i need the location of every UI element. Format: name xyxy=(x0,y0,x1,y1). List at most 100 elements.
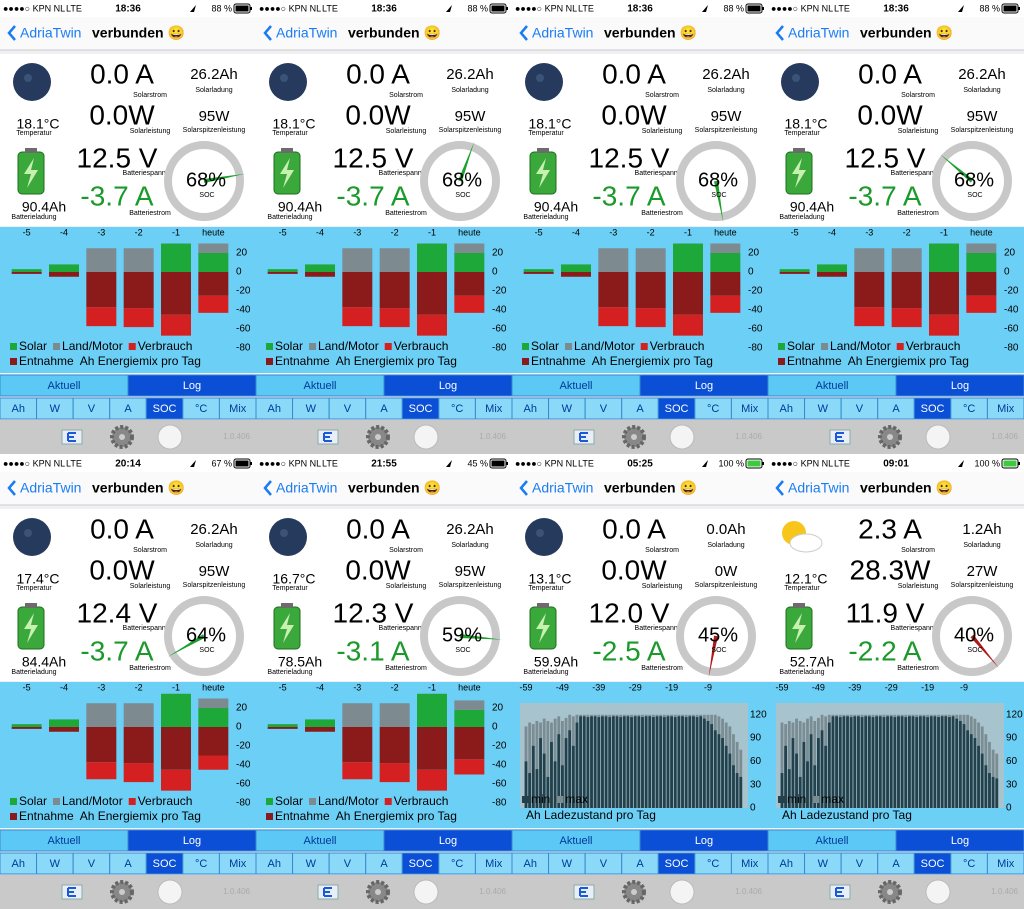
unit-label[interactable]: Ah xyxy=(524,858,537,870)
unit-label[interactable]: W xyxy=(818,858,829,870)
unit-label[interactable]: V xyxy=(88,858,96,870)
back-button[interactable]: AdriaTwin xyxy=(788,25,849,41)
back-chevron[interactable] xyxy=(263,480,272,496)
back-chevron[interactable] xyxy=(775,480,784,496)
unit-label[interactable]: Mix xyxy=(229,858,247,870)
back-chevron[interactable] xyxy=(7,25,16,41)
unit-label[interactable]: °C xyxy=(963,858,975,870)
tab-label[interactable]: Aktuell xyxy=(815,380,848,392)
unit-label[interactable]: Mix xyxy=(741,403,759,415)
unit-label[interactable]: °C xyxy=(451,403,463,415)
unit-label[interactable]: SOC xyxy=(409,858,433,870)
unit-label[interactable]: W xyxy=(306,403,317,415)
back-button[interactable]: AdriaTwin xyxy=(276,25,337,41)
unit-button[interactable] xyxy=(986,852,1024,875)
unit-label[interactable]: Ah xyxy=(780,858,793,870)
unit-label[interactable]: W xyxy=(306,858,317,870)
unit-label[interactable]: Mix xyxy=(485,403,503,415)
round-button[interactable] xyxy=(669,424,695,450)
round-button[interactable] xyxy=(925,879,951,905)
unit-label[interactable]: W xyxy=(562,403,573,415)
unit-label[interactable]: A xyxy=(124,858,132,870)
unit-label[interactable]: A xyxy=(380,403,388,415)
unit-label[interactable]: W xyxy=(50,858,61,870)
unit-label[interactable]: Mix xyxy=(485,858,503,870)
back-button[interactable]: AdriaTwin xyxy=(788,480,849,496)
unit-label[interactable]: A xyxy=(124,403,132,415)
unit-label[interactable]: SOC xyxy=(153,403,177,415)
unit-label[interactable]: Ah xyxy=(268,403,281,415)
tab-label[interactable]: Log xyxy=(439,835,457,847)
round-button[interactable] xyxy=(157,424,183,450)
tab-label[interactable]: Log xyxy=(183,835,201,847)
tab-label[interactable]: Log xyxy=(951,380,969,392)
back-chevron[interactable] xyxy=(263,25,272,41)
unit-label[interactable]: °C xyxy=(707,858,719,870)
back-chevron[interactable] xyxy=(775,25,784,41)
unit-label[interactable]: SOC xyxy=(921,403,945,415)
unit-label[interactable]: A xyxy=(636,403,644,415)
round-button[interactable] xyxy=(413,424,439,450)
unit-label[interactable]: A xyxy=(892,403,900,415)
unit-label[interactable]: V xyxy=(856,403,864,415)
unit-label[interactable]: °C xyxy=(195,858,207,870)
tab-label[interactable]: Aktuell xyxy=(559,835,592,847)
tab-label[interactable]: Aktuell xyxy=(559,380,592,392)
unit-label[interactable]: Ah xyxy=(524,403,537,415)
back-button[interactable]: AdriaTwin xyxy=(20,480,81,496)
round-button[interactable] xyxy=(413,879,439,905)
tab-label[interactable]: Aktuell xyxy=(47,380,80,392)
unit-label[interactable]: Ah xyxy=(780,403,793,415)
unit-label[interactable]: SOC xyxy=(409,403,433,415)
unit-label[interactable]: W xyxy=(50,403,61,415)
unit-label[interactable]: Mix xyxy=(997,858,1015,870)
tab[interactable] xyxy=(895,829,1024,852)
unit-label[interactable]: V xyxy=(344,858,352,870)
unit-label[interactable]: A xyxy=(636,858,644,870)
unit-label[interactable]: Ah xyxy=(12,403,25,415)
unit-label[interactable]: °C xyxy=(963,403,975,415)
unit-label[interactable]: A xyxy=(380,858,388,870)
back-chevron[interactable] xyxy=(7,480,16,496)
unit-label[interactable]: V xyxy=(344,403,352,415)
unit-label[interactable]: Mix xyxy=(741,858,759,870)
back-button[interactable]: AdriaTwin xyxy=(532,480,593,496)
unit-label[interactable]: Mix xyxy=(229,403,247,415)
unit-label[interactable]: Mix xyxy=(997,403,1015,415)
tab-label[interactable]: Aktuell xyxy=(303,835,336,847)
back-button[interactable]: AdriaTwin xyxy=(532,25,593,41)
unit-label[interactable]: A xyxy=(892,858,900,870)
unit-label[interactable]: SOC xyxy=(665,858,689,870)
unit-label[interactable]: V xyxy=(88,403,96,415)
back-button[interactable]: AdriaTwin xyxy=(20,25,81,41)
back-chevron[interactable] xyxy=(519,480,528,496)
unit-label[interactable]: Ah xyxy=(268,858,281,870)
tab-label[interactable]: Aktuell xyxy=(815,835,848,847)
round-button[interactable] xyxy=(157,879,183,905)
tab[interactable] xyxy=(895,374,1024,397)
unit-button[interactable] xyxy=(986,397,1024,420)
unit-label[interactable]: W xyxy=(818,403,829,415)
unit-label[interactable]: SOC xyxy=(665,403,689,415)
back-chevron[interactable] xyxy=(519,25,528,41)
unit-label[interactable]: °C xyxy=(707,403,719,415)
tab-label[interactable]: Log xyxy=(183,380,201,392)
unit-label[interactable]: SOC xyxy=(153,858,177,870)
tab-label[interactable]: Log xyxy=(695,835,713,847)
unit-label[interactable]: V xyxy=(856,858,864,870)
back-button[interactable]: AdriaTwin xyxy=(276,480,337,496)
unit-label[interactable]: V xyxy=(600,403,608,415)
round-button[interactable] xyxy=(925,424,951,450)
unit-label[interactable]: °C xyxy=(195,403,207,415)
tab-label[interactable]: Log xyxy=(951,835,969,847)
unit-label[interactable]: W xyxy=(562,858,573,870)
tab-label[interactable]: Aktuell xyxy=(303,380,336,392)
unit-label[interactable]: V xyxy=(600,858,608,870)
round-button[interactable] xyxy=(669,879,695,905)
unit-label[interactable]: °C xyxy=(451,858,463,870)
tab-label[interactable]: Aktuell xyxy=(47,835,80,847)
unit-label[interactable]: SOC xyxy=(921,858,945,870)
tab-label[interactable]: Log xyxy=(695,380,713,392)
tab-label[interactable]: Log xyxy=(439,380,457,392)
unit-label[interactable]: Ah xyxy=(12,858,25,870)
